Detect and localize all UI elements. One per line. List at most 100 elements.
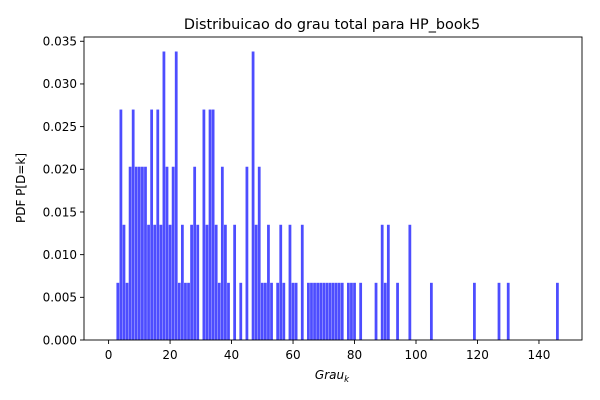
bar	[506, 282, 510, 340]
chart-title: Distribuicao do grau total para HP_book5	[184, 17, 480, 33]
bar	[220, 166, 224, 340]
x-tick-label: 120	[466, 348, 489, 362]
bar	[276, 282, 280, 340]
y-axis-label: PDF P[D=k]	[14, 153, 28, 223]
bar	[257, 166, 261, 340]
bar	[165, 166, 169, 340]
y-tick-label: 0.035	[43, 35, 77, 49]
bar	[125, 282, 129, 340]
bar	[187, 282, 190, 340]
bar	[193, 166, 197, 340]
bar	[408, 224, 412, 340]
bar	[190, 224, 193, 340]
bar	[310, 282, 313, 340]
bar	[386, 224, 390, 340]
bar	[150, 109, 154, 340]
x-axis-ticks: 0 20 40 60 80 100 120 140	[105, 340, 551, 362]
bar	[217, 282, 221, 340]
bar	[322, 282, 326, 340]
bar	[119, 109, 123, 340]
x-axis-label-base: Grau	[315, 368, 345, 382]
bar	[316, 282, 320, 340]
bar	[396, 282, 399, 340]
bar	[374, 282, 378, 340]
bar	[162, 51, 166, 340]
x-tick-label: 20	[162, 348, 177, 362]
bar	[282, 282, 286, 340]
bar	[144, 166, 147, 340]
bar	[208, 109, 212, 340]
bar	[353, 282, 356, 340]
bar	[202, 109, 206, 340]
bar	[359, 282, 363, 340]
bar	[147, 224, 150, 340]
y-tick-label: 0.025	[43, 120, 77, 134]
bar	[153, 224, 157, 340]
bar	[254, 224, 258, 340]
bar	[279, 224, 283, 340]
x-tick-label: 100	[405, 348, 428, 362]
bar	[346, 282, 350, 340]
bar	[328, 282, 332, 340]
bar	[168, 224, 172, 340]
bar	[171, 166, 175, 340]
bar	[263, 282, 267, 340]
bar	[141, 166, 144, 340]
bar	[340, 282, 344, 340]
y-tick-label: 0.030	[43, 77, 77, 91]
bar	[214, 224, 218, 340]
y-tick-label: 0.010	[43, 248, 77, 262]
x-axis-label-subscript: k	[344, 375, 350, 385]
bar	[325, 282, 329, 340]
bar	[267, 224, 270, 340]
bar	[227, 282, 230, 340]
bar	[270, 282, 273, 340]
x-tick-label: 60	[285, 348, 300, 362]
bar	[211, 109, 215, 340]
bar	[233, 224, 237, 340]
bar	[380, 224, 384, 340]
bar	[174, 51, 178, 340]
bar	[334, 282, 338, 340]
bar	[307, 282, 310, 340]
y-tick-label: 0.020	[43, 163, 77, 177]
bar	[196, 224, 200, 340]
bar	[156, 109, 160, 340]
bar	[337, 282, 341, 340]
bar	[350, 282, 353, 340]
bar	[159, 224, 163, 340]
bar	[319, 282, 323, 340]
bar	[300, 224, 304, 340]
bar	[556, 282, 559, 340]
bar	[137, 166, 141, 340]
bar	[184, 282, 187, 340]
bar	[177, 282, 181, 340]
bar	[291, 282, 295, 340]
y-tick-label: 0.005	[43, 291, 77, 305]
y-tick-label: 0.000	[43, 333, 77, 347]
bar	[239, 282, 243, 340]
bar	[122, 224, 126, 340]
bar	[180, 224, 184, 340]
bar	[294, 282, 298, 340]
bar	[224, 224, 227, 340]
x-tick-label: 40	[224, 348, 239, 362]
x-tick-label: 0	[105, 348, 113, 362]
bar	[313, 282, 316, 340]
bar	[429, 282, 433, 340]
y-tick-label: 0.015	[43, 205, 77, 219]
bar	[116, 282, 120, 340]
bars-group	[116, 51, 559, 340]
bar	[128, 166, 132, 340]
bar	[497, 282, 501, 340]
bar	[331, 282, 335, 340]
bar	[260, 282, 264, 340]
bar	[245, 166, 249, 340]
y-axis-ticks: 0.000 0.005 0.010 0.015 0.020 0.025 0.030 0.035	[43, 35, 84, 347]
bar	[131, 109, 135, 340]
bar	[473, 282, 476, 340]
bar	[205, 224, 209, 340]
x-axis-label: Grauk	[315, 368, 350, 385]
x-tick-label: 140	[528, 348, 551, 362]
